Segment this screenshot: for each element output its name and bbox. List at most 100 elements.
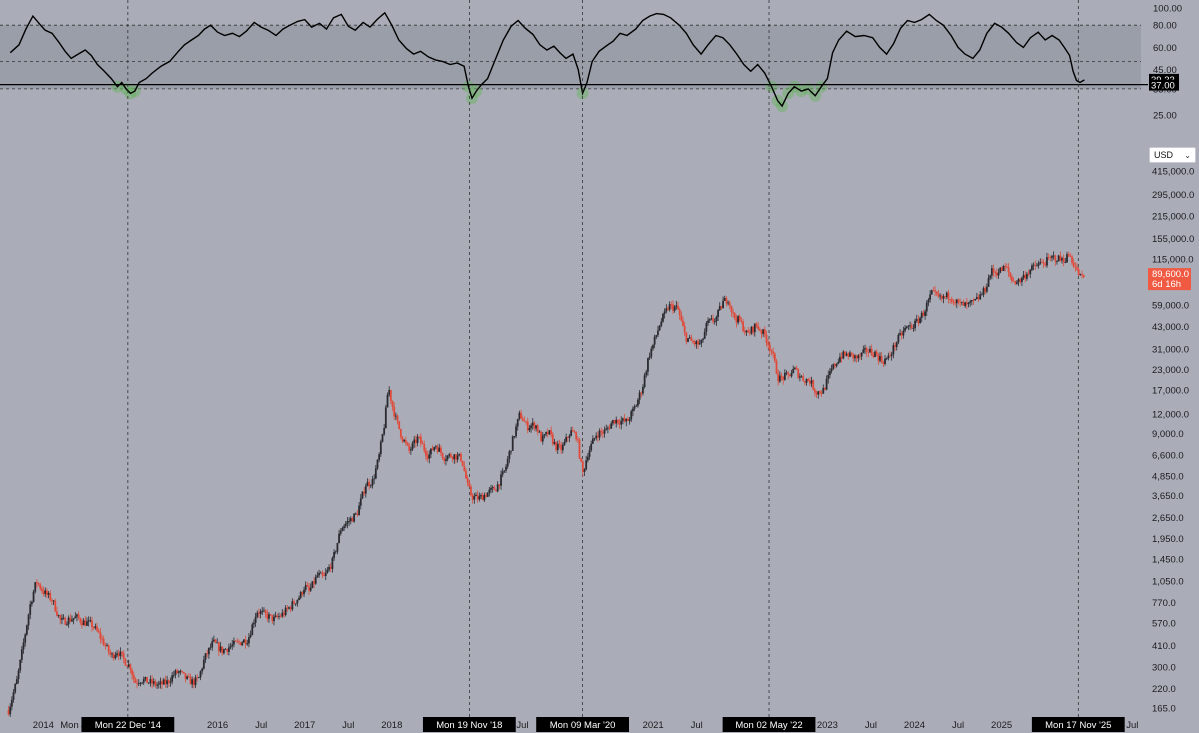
candle-body (623, 418, 626, 422)
candle-body (279, 616, 282, 617)
candle-body (783, 372, 786, 380)
candle-body (132, 674, 135, 680)
candle-body (1046, 257, 1048, 266)
candle-body (752, 326, 755, 333)
candle-body (788, 374, 791, 377)
candle-body (1000, 267, 1003, 272)
candle-body (718, 306, 721, 311)
candle-body (147, 682, 150, 684)
candle-body (900, 332, 903, 336)
candle-body (855, 355, 858, 359)
candle-body (715, 316, 718, 322)
candle-body (630, 411, 633, 420)
candle-body (274, 615, 277, 617)
candle-body (722, 300, 724, 309)
candle-body (515, 426, 517, 437)
signal-date-label: Mon 02 May '22 (735, 720, 802, 731)
candle-body (491, 487, 494, 488)
price-axis[interactable]: 415,000.0 295,000.0 215,000.0 155,000.0 115,… (1152, 167, 1194, 715)
candle-body (1004, 266, 1007, 267)
candle-body (39, 584, 42, 589)
candle-body (790, 373, 793, 377)
candle-body (793, 367, 796, 369)
candle-body (984, 288, 987, 292)
candle-body (62, 617, 65, 619)
candle-body (785, 372, 788, 374)
currency-select[interactable]: USD ⌄ (1149, 147, 1196, 163)
candle-body (834, 364, 836, 367)
candle-body (925, 302, 928, 312)
candle-body (443, 458, 446, 461)
candle-body (620, 420, 623, 425)
candle-body (146, 676, 148, 684)
candle-body (294, 603, 297, 605)
candle-body (284, 607, 287, 615)
candle-body (309, 587, 312, 591)
candle-body (77, 614, 80, 619)
time-axis[interactable]: 2014MonJul2016Jul2017Jul2018Jul2019Jul20… (33, 717, 1139, 732)
candle-body (328, 566, 330, 570)
candle-body (481, 495, 484, 501)
candle-body (546, 432, 549, 435)
candle-body (949, 299, 952, 300)
candle-body (616, 419, 619, 424)
candle-body (680, 315, 683, 321)
candle-body (824, 387, 826, 390)
candle-body (206, 653, 209, 655)
price-tick-label: 1,050.0 (1152, 577, 1184, 588)
candle-body (478, 496, 481, 500)
candle-body (685, 332, 688, 342)
candle-body (423, 444, 426, 451)
candle-body (142, 679, 145, 683)
candle-body (166, 680, 169, 685)
candle-body (645, 371, 648, 376)
candle-body (453, 454, 456, 460)
candle-body (41, 588, 43, 591)
candle-body (615, 419, 618, 424)
candle-body (528, 427, 531, 431)
candle-body (658, 325, 661, 331)
candle-body (561, 444, 564, 451)
candle-body (930, 290, 933, 295)
candle-body (336, 543, 339, 552)
candle-body (448, 454, 451, 456)
candle-body (1056, 261, 1058, 263)
candle-body (613, 420, 616, 424)
candle-body (71, 619, 73, 622)
candle-body (595, 435, 598, 439)
candle-body (278, 616, 280, 617)
candle-body (363, 491, 366, 494)
level-value-label: 37.00 (1151, 81, 1175, 92)
candle-body (381, 434, 384, 442)
candle-body (231, 644, 234, 647)
candle-body (698, 343, 701, 345)
candle-body (162, 679, 165, 685)
candle-body (775, 360, 778, 374)
candle-body (844, 351, 846, 356)
candle-body (486, 492, 489, 497)
time-tick-label: Jul (516, 720, 528, 731)
candle-body (760, 330, 763, 334)
candle-body (945, 292, 948, 297)
candle-body (982, 288, 985, 295)
candle-body (570, 430, 573, 436)
candle-body (992, 268, 995, 273)
candle-body (830, 368, 833, 372)
candle-body (608, 427, 611, 429)
candle-body (506, 458, 509, 467)
candle-body (376, 459, 379, 469)
candle-body (396, 415, 399, 422)
candle-body (867, 351, 870, 353)
candle-body (418, 436, 421, 438)
candle-body (456, 455, 459, 460)
candle-body (503, 470, 506, 472)
candle-body (677, 305, 679, 310)
candle-body (678, 309, 681, 316)
candle-body (526, 421, 529, 431)
candle-body (191, 679, 194, 685)
candle-body (657, 330, 659, 336)
candle-body (25, 625, 28, 635)
price-tick-label: 17,000.0 (1152, 386, 1189, 397)
